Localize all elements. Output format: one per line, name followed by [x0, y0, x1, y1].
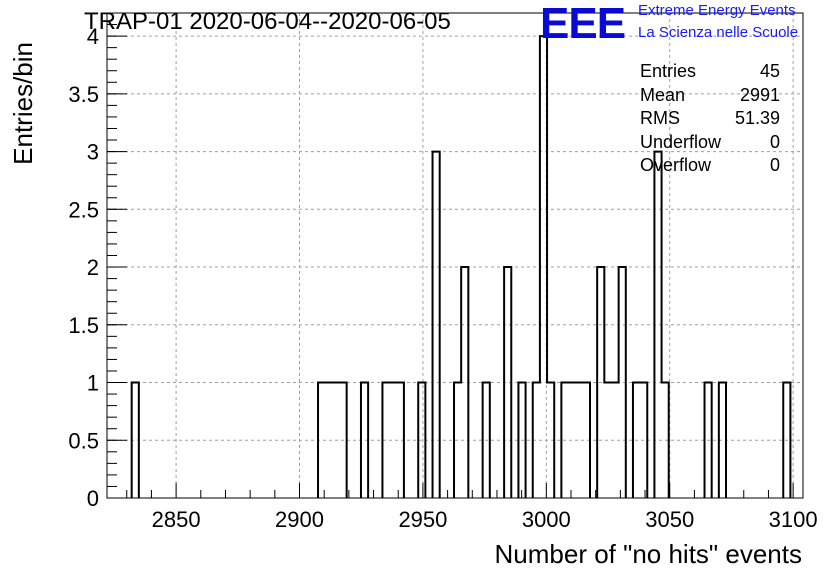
stat-label: Entries: [640, 61, 697, 81]
y-axis-label: Entries/bin: [8, 42, 38, 165]
y-tick-label: 2.5: [68, 197, 99, 222]
stat-row-overflow: Overflow 0: [640, 154, 780, 178]
y-tick-label: 4: [87, 24, 99, 49]
x-tick-label: 3050: [645, 507, 694, 532]
x-axis-label: Number of "no hits" events: [495, 539, 803, 569]
logo-line-1: Extreme Energy Events: [638, 2, 796, 19]
logo-line-2: La Scienza nelle Scuole: [638, 24, 799, 41]
stat-value: 45: [759, 61, 780, 81]
stat-row-entries: Entries 45: [640, 60, 780, 84]
y-tick-label: 2: [87, 255, 99, 280]
axis-tick-labels: 0 0.5 1 1.5 2 2.5 3 3.5 4 2850 2900 2950 3000 3050 310…: [68, 24, 817, 532]
stats-box: Entries 45 Mean 2991 RMS 51.39 Underflow…: [640, 60, 780, 178]
stat-value: 0: [769, 131, 780, 152]
stat-label: Overflow: [640, 155, 712, 175]
x-tick-label: 3100: [769, 507, 818, 532]
x-tick-label: 3000: [522, 507, 571, 532]
x-tick-label: 2900: [275, 507, 324, 532]
axis-ticks: [107, 12, 794, 499]
stat-row-underflow: Underflow 0: [640, 131, 780, 155]
y-tick-label: 3: [87, 140, 99, 165]
stat-value: 51.39: [734, 108, 780, 128]
y-tick-label: 0: [87, 486, 99, 511]
stat-label: Underflow: [640, 131, 722, 152]
y-tick-label: 1.5: [68, 313, 99, 338]
histogram-bars: [130, 35, 792, 498]
x-tick-label: 2950: [398, 507, 447, 532]
x-tick-label: 2850: [152, 507, 201, 532]
y-tick-label: 0.5: [68, 428, 99, 453]
histogram-outline: [130, 35, 792, 498]
stat-label: Mean: [640, 84, 686, 105]
y-tick-label: 3.5: [68, 82, 99, 107]
stat-row-rms: RMS 51.39: [640, 107, 780, 131]
eee-logo: EEE: [540, 0, 626, 48]
stat-value: 0: [769, 155, 780, 175]
stat-row-mean: Mean 2991: [640, 84, 780, 108]
stat-label: RMS: [640, 108, 680, 128]
chart-title: TRAP-01 2020-06-04--2020-06-05: [84, 8, 451, 35]
grid-lines: [107, 13, 803, 498]
y-tick-label: 1: [87, 371, 99, 396]
stat-value: 2991: [739, 84, 780, 105]
